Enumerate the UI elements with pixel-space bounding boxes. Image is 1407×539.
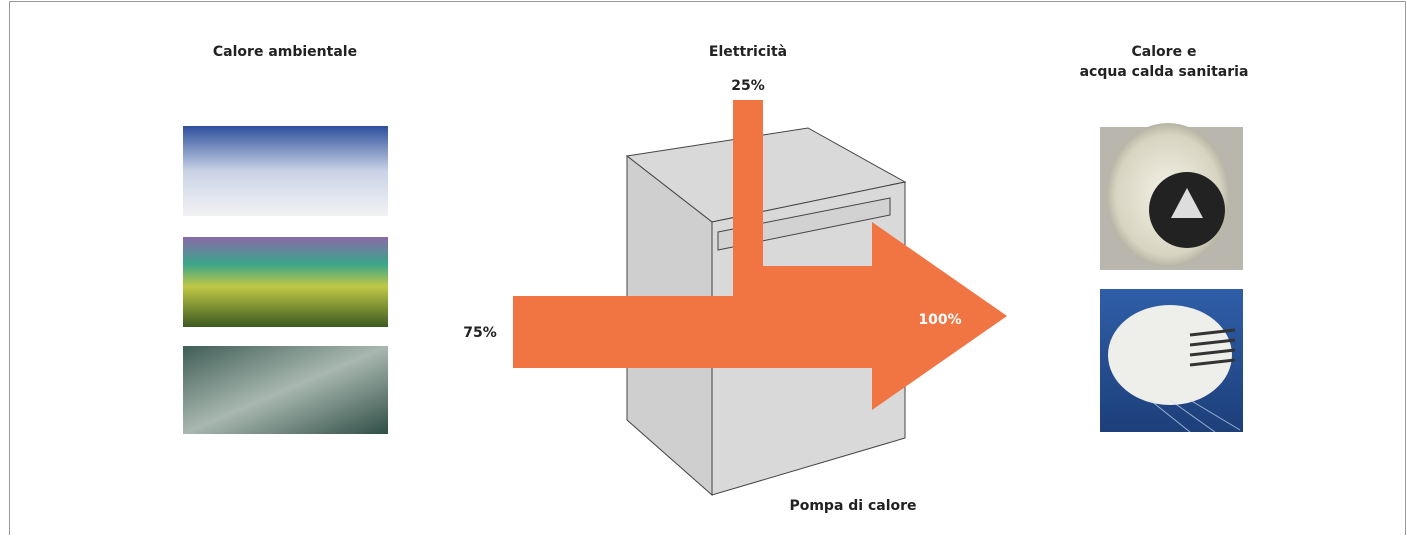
ambient-share: 75% [463, 325, 497, 341]
thermostat-photo [1100, 123, 1243, 270]
electricity-title: Elettricità [709, 44, 787, 60]
device-label: Pompa di calore [789, 498, 916, 514]
diagram: Calore ambientale Elettricità 25% 75% 10… [0, 0, 1407, 535]
field-photo [183, 237, 388, 327]
output-title-line1: Calore e [1132, 44, 1197, 60]
electricity-share: 25% [731, 78, 765, 94]
energy-flow-arrow [513, 100, 1007, 410]
output-title-line2: acqua calda sanitaria [1080, 64, 1249, 80]
output-share: 100% [918, 312, 961, 328]
shower-photo [1100, 289, 1243, 432]
sky-photo [183, 126, 388, 216]
water-photo [183, 346, 388, 434]
sources-title: Calore ambientale [213, 44, 357, 60]
